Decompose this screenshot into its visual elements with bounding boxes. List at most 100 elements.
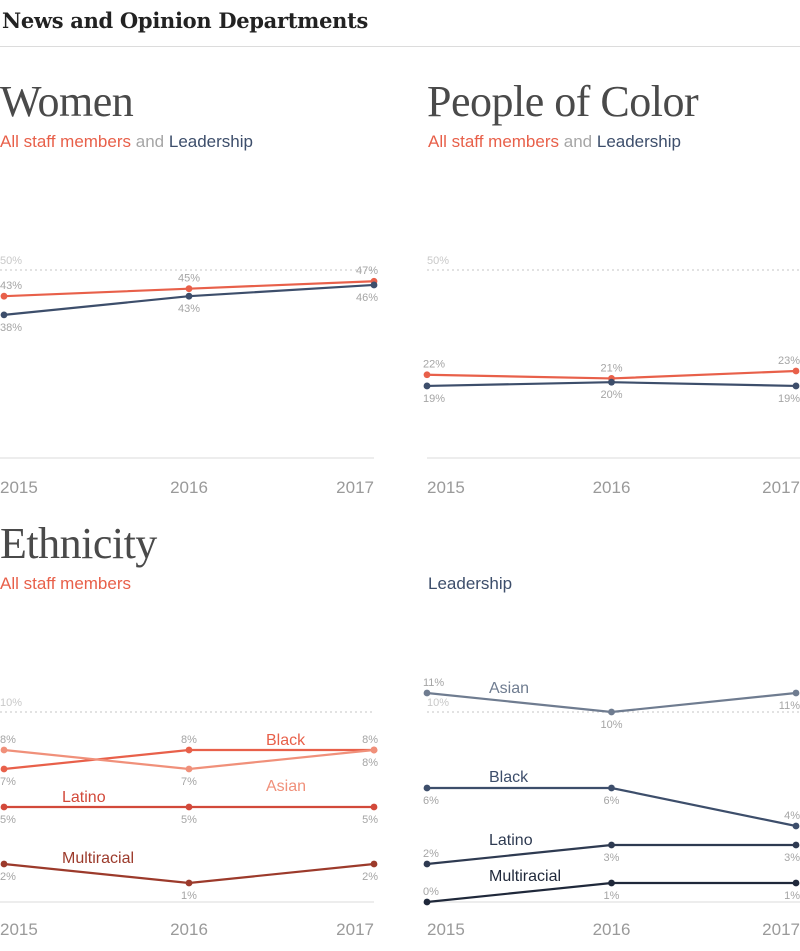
eth-staff-series-name-latino: Latino	[62, 789, 106, 806]
women-series-0-point-1	[185, 285, 193, 293]
page-header-title: News and Opinion Departments	[2, 8, 369, 33]
eth-lead-series-0-label-2: 11%	[779, 700, 800, 712]
eth-staff-series-2-point-1	[185, 803, 193, 811]
women-series-1-point-0	[0, 311, 8, 319]
eth-staff-series-3-label-2: 2%	[362, 871, 378, 883]
eth-staff-year-2015: 2015	[0, 920, 38, 939]
eth-lead-series-name-asian: Asian	[489, 680, 529, 697]
poc-subtitle-and: and	[563, 132, 593, 151]
eth-staff-series-1-point-2	[370, 746, 378, 754]
eth-lead-year-2015: 2015	[427, 920, 465, 939]
eth-staff-series-1-label-1: 7%	[181, 776, 197, 788]
header-divider	[0, 46, 800, 47]
eth-staff-series-name-asian: Asian	[266, 778, 306, 795]
eth-staff-series-0-point-0	[0, 765, 8, 773]
eth-staff-series-1-label-0: 8%	[0, 734, 16, 746]
women-series-0-point-0	[0, 292, 8, 300]
poc-series-0-point-2	[792, 367, 800, 375]
poc-year-2017: 2017	[762, 478, 800, 497]
ethnicity-subtitle-lead: Leadership	[428, 574, 513, 593]
poc-title: People of Color	[427, 77, 699, 126]
poc-subtitle-lead: Leadership	[596, 132, 681, 151]
ethnicity-subtitle-all: All staff members	[0, 574, 132, 593]
poc-subtitle-all: All staff members	[428, 132, 560, 151]
poc-series-1-point-1	[608, 378, 615, 386]
poc-series-1-label-0: 19%	[423, 393, 445, 405]
eth-lead-series-1-point-0	[423, 784, 431, 792]
eth-lead-series-3-label-2: 1%	[784, 890, 800, 902]
women-series-0-label-2: 47%	[356, 265, 378, 277]
women-series-1-label-2: 46%	[356, 292, 378, 304]
women-series-1-label-0: 38%	[0, 322, 22, 334]
women-subtitle-lead: Leadership	[168, 132, 253, 151]
poc-series-0-label-0: 22%	[423, 359, 445, 371]
eth-lead-series-1-label-1: 6%	[604, 795, 620, 807]
eth-staff-series-3-label-1: 1%	[181, 890, 197, 902]
eth-lead-series-2-point-2	[792, 841, 800, 849]
eth-lead-series-3-label-0: 0%	[423, 886, 439, 898]
eth-staff-series-0-label-2: 8%	[362, 734, 378, 746]
eth-staff-series-3-point-1	[185, 879, 193, 887]
women-year-2015: 2015	[0, 478, 38, 497]
women-series-1-label-1: 43%	[178, 303, 200, 315]
eth-staff-series-2-label-0: 5%	[0, 814, 16, 826]
women-reference-label: 50%	[0, 255, 22, 267]
eth-staff-series-name-multiracial: Multiracial	[62, 850, 134, 867]
eth-lead-series-1-line	[427, 786, 797, 828]
eth-lead-series-2-label-1: 3%	[604, 852, 620, 864]
eth-lead-series-3-point-0	[423, 898, 431, 906]
eth-staff-series-2-label-1: 5%	[181, 814, 197, 826]
eth-staff-series-0-label-1: 8%	[181, 734, 197, 746]
eth-lead-series-3-point-2	[792, 879, 800, 887]
poc-series-0-point-0	[423, 371, 431, 379]
eth-lead-series-1-label-0: 6%	[423, 795, 439, 807]
eth-staff-series-0-label-0: 7%	[0, 776, 16, 788]
poc-year-2015: 2015	[427, 478, 465, 497]
eth-lead-series-2-point-0	[423, 860, 431, 868]
eth-staff-series-1-point-1	[185, 765, 193, 773]
poc-reference-label: 50%	[427, 255, 449, 267]
poc-series-1-point-0	[423, 382, 431, 390]
poc-series-1-label-1: 20%	[600, 389, 622, 401]
eth-staff-series-2-point-0	[0, 803, 8, 811]
eth-lead-year-2016: 2016	[593, 920, 631, 939]
eth-lead-series-name-latino: Latino	[489, 832, 533, 849]
women-subtitle: All staff members and Leadership	[0, 132, 253, 152]
eth-lead-series-3-label-1: 1%	[604, 890, 620, 902]
poc-series-1-label-2: 19%	[778, 393, 800, 405]
ethnicity-title: Ethnicity	[0, 519, 157, 568]
eth-staff-series-3-point-2	[370, 860, 378, 868]
eth-staff-series-2-point-2	[370, 803, 378, 811]
eth-staff-reference-label: 10%	[0, 697, 22, 709]
eth-lead-series-0-label-0: 11%	[423, 677, 444, 689]
poc-series-0-label-2: 23%	[778, 355, 800, 367]
eth-staff-series-0-point-1	[185, 746, 193, 754]
eth-lead-series-1-point-2	[792, 822, 800, 830]
women-year-2017: 2017	[336, 478, 374, 497]
eth-staff-series-3-point-0	[0, 860, 8, 868]
women-series-1-point-1	[185, 292, 193, 300]
eth-staff-series-name-black: Black	[266, 732, 306, 749]
women-subtitle-and: and	[135, 132, 165, 151]
eth-lead-series-2-point-1	[608, 841, 615, 849]
eth-lead-series-0-point-0	[423, 689, 431, 697]
eth-staff-series-3-label-0: 2%	[0, 871, 16, 883]
eth-lead-reference-label: 10%	[427, 697, 449, 709]
eth-lead-series-0-label-1: 10%	[600, 719, 622, 731]
eth-staff-series-1-point-0	[0, 746, 8, 754]
eth-lead-series-1-label-2: 4%	[784, 810, 800, 822]
women-subtitle-all: All staff members	[0, 132, 132, 151]
eth-staff-year-2016: 2016	[170, 920, 208, 939]
eth-staff-year-2017: 2017	[336, 920, 374, 939]
poc-series-0-label-1: 21%	[600, 362, 622, 374]
women-series-0-label-0: 43%	[0, 280, 22, 292]
women-year-2016: 2016	[170, 478, 208, 497]
women-series-1-point-2	[370, 281, 378, 289]
eth-lead-series-0-point-2	[792, 689, 800, 697]
eth-lead-year-2017: 2017	[762, 920, 800, 939]
eth-lead-series-1-point-1	[608, 784, 615, 792]
eth-lead-series-name-multiracial: Multiracial	[489, 868, 561, 885]
eth-lead-series-3-point-1	[608, 879, 615, 887]
poc-series-1-point-2	[792, 382, 800, 390]
